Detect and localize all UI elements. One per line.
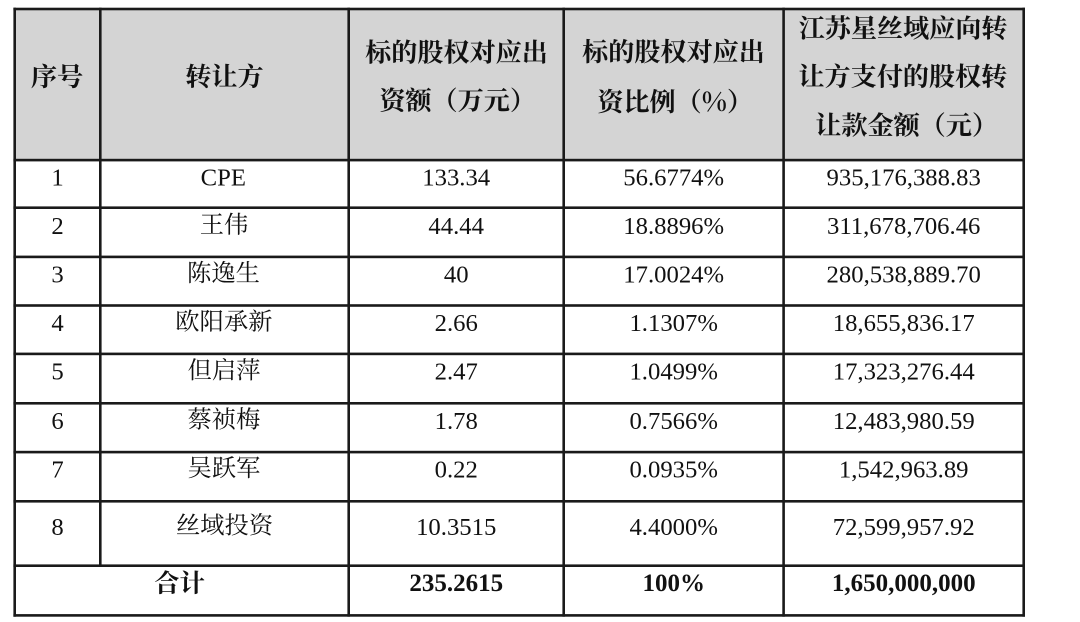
svg-text:1: 1 bbox=[51, 164, 63, 191]
svg-text:3: 3 bbox=[51, 262, 63, 289]
svg-text:2.66: 2.66 bbox=[435, 310, 478, 337]
svg-text:1.78: 1.78 bbox=[435, 408, 478, 435]
svg-text:311,678,706.46: 311,678,706.46 bbox=[827, 213, 980, 240]
svg-text:5: 5 bbox=[51, 359, 63, 386]
svg-text:2: 2 bbox=[51, 213, 63, 240]
svg-text:8: 8 bbox=[51, 514, 63, 541]
svg-text:12,483,980.59: 12,483,980.59 bbox=[833, 408, 975, 435]
svg-text:44.44: 44.44 bbox=[428, 213, 484, 240]
svg-text:935,176,388.83: 935,176,388.83 bbox=[827, 164, 981, 191]
svg-text:0.7566%: 0.7566% bbox=[629, 408, 717, 435]
svg-text:4: 4 bbox=[51, 310, 63, 337]
svg-text:7: 7 bbox=[51, 457, 63, 484]
svg-text:18,655,836.17: 18,655,836.17 bbox=[833, 310, 975, 337]
svg-text:40: 40 bbox=[444, 262, 469, 289]
svg-text:280,538,889.70: 280,538,889.70 bbox=[827, 262, 981, 289]
svg-text:1.1307%: 1.1307% bbox=[629, 310, 717, 337]
svg-text:1.0499%: 1.0499% bbox=[629, 359, 717, 386]
svg-text:1,650,000,000: 1,650,000,000 bbox=[832, 570, 976, 597]
svg-text:6: 6 bbox=[51, 408, 63, 435]
svg-text:235.2615: 235.2615 bbox=[409, 570, 503, 597]
svg-text:4.4000%: 4.4000% bbox=[629, 514, 717, 541]
svg-text:100%: 100% bbox=[642, 570, 705, 597]
svg-text:CPE: CPE bbox=[201, 164, 246, 191]
svg-text:17,323,276.44: 17,323,276.44 bbox=[833, 359, 975, 386]
svg-text:0.22: 0.22 bbox=[435, 457, 478, 484]
svg-text:72,599,957.92: 72,599,957.92 bbox=[833, 514, 975, 541]
svg-text:10.3515: 10.3515 bbox=[416, 514, 496, 541]
svg-text:17.0024%: 17.0024% bbox=[623, 262, 724, 289]
svg-text:18.8896%: 18.8896% bbox=[623, 213, 724, 240]
svg-text:2.47: 2.47 bbox=[435, 359, 478, 386]
svg-text:1,542,963.89: 1,542,963.89 bbox=[839, 457, 969, 484]
svg-text:133.34: 133.34 bbox=[422, 164, 490, 191]
svg-text:56.6774%: 56.6774% bbox=[623, 164, 724, 191]
svg-text:0.0935%: 0.0935% bbox=[629, 457, 717, 484]
